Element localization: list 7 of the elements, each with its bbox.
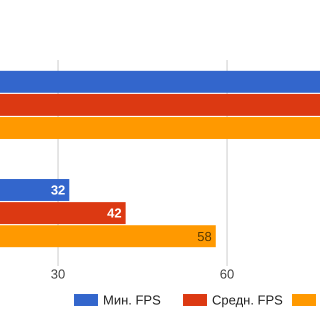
x-tick-label: 30 <box>50 266 66 282</box>
data-label: 58 <box>197 228 212 244</box>
x-tick-label: 60 <box>220 266 234 282</box>
data-label: 32 <box>50 182 66 198</box>
legend-label: Мин. FPS <box>103 292 162 308</box>
data-label: 42 <box>107 206 122 221</box>
legend-label: Средн. FPS <box>212 292 284 308</box>
